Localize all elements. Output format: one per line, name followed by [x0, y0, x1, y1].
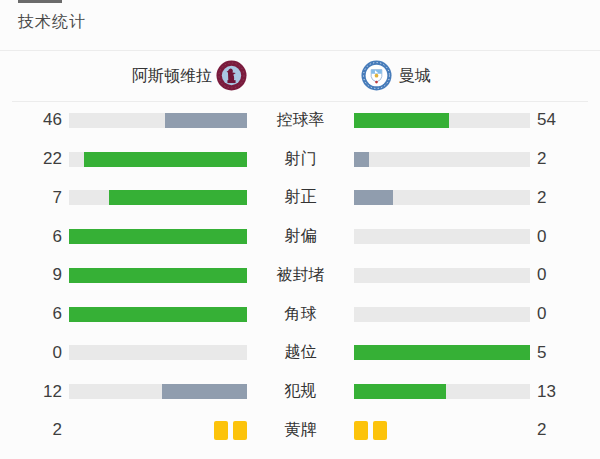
home-value: 0 [0, 343, 62, 363]
stat-label: 被封堵 [247, 265, 354, 286]
away-bar-fill [354, 345, 530, 360]
stat-row: 6 射偏 0 [0, 217, 600, 256]
stat-label: 黄牌 [247, 420, 354, 441]
home-bar-fill [84, 152, 247, 167]
home-bar-track [69, 345, 247, 360]
away-bar-track [354, 345, 530, 360]
home-cards [69, 421, 247, 440]
away-bar-track [354, 152, 530, 167]
stat-label: 射正 [247, 187, 354, 208]
away-team-name: 曼城 [399, 66, 431, 85]
away-value: 2 [537, 149, 546, 169]
stat-row: 2 黄牌 2 [0, 411, 600, 450]
away-value: 54 [537, 110, 556, 130]
home-bar-fill [109, 190, 247, 205]
yellow-card-icon [373, 421, 387, 440]
stat-label: 控球率 [247, 110, 354, 131]
home-team-name: 阿斯顿维拉 [0, 66, 212, 85]
away-bar-fill [354, 113, 449, 128]
home-value: 12 [0, 382, 62, 402]
home-value: 6 [0, 304, 62, 324]
stats-list: 46控球率5422射门27射正26射偏09被封堵06角球00越位512犯规132… [0, 101, 600, 450]
home-value: 46 [0, 110, 62, 130]
away-value: 0 [537, 304, 546, 324]
stat-label: 越位 [247, 342, 354, 363]
page-title: 技术统计 [18, 12, 86, 33]
yellow-card-icon [233, 421, 247, 440]
home-bar-fill [69, 229, 247, 244]
away-bar-track [354, 190, 530, 205]
home-bar-track [69, 113, 247, 128]
away-bar-track [354, 268, 530, 283]
home-team-logo [216, 60, 247, 91]
away-value: 5 [537, 343, 546, 363]
stat-row: 12 犯规 13 [0, 372, 600, 411]
home-value: 6 [0, 227, 62, 247]
stat-row: 6 角球 0 [0, 295, 600, 334]
away-cards [354, 421, 530, 440]
home-bar-track [69, 152, 247, 167]
away-value: 13 [537, 382, 556, 402]
stat-row: 0 越位 5 [0, 334, 600, 373]
away-value: 0 [537, 227, 546, 247]
home-value: 7 [0, 188, 62, 208]
stat-row: 7 射正 2 [0, 179, 600, 218]
home-bar-fill [165, 113, 247, 128]
title-divider [0, 50, 600, 51]
away-value: 0 [537, 265, 546, 285]
home-bar-track [69, 229, 247, 244]
home-bar-track [69, 307, 247, 322]
home-value: 9 [0, 265, 62, 285]
stat-row: 22 射门 2 [0, 140, 600, 179]
away-bar-fill [354, 152, 369, 167]
home-bar-track [69, 190, 247, 205]
away-bar-track [354, 307, 530, 322]
home-bar-fill [69, 307, 247, 322]
stat-row: 46 控球率 54 [0, 101, 600, 140]
top-accent [18, 0, 62, 3]
stat-row: 9 被封堵 0 [0, 256, 600, 295]
home-bar-fill [69, 268, 247, 283]
stat-label: 犯规 [247, 381, 354, 402]
stat-label: 射门 [247, 149, 354, 170]
away-bar-track [354, 229, 530, 244]
away-value: 2 [537, 188, 546, 208]
yellow-card-icon [354, 421, 368, 440]
home-bar-track [69, 268, 247, 283]
home-value: 22 [0, 149, 62, 169]
away-team-logo [361, 60, 392, 91]
away-bar-fill [354, 384, 446, 399]
home-value: 2 [0, 420, 62, 440]
away-bar-fill [354, 190, 393, 205]
stat-label: 角球 [247, 304, 354, 325]
home-bar-track [69, 384, 247, 399]
yellow-card-icon [214, 421, 228, 440]
away-value: 2 [537, 420, 546, 440]
away-bar-track [354, 113, 530, 128]
stat-label: 射偏 [247, 226, 354, 247]
away-bar-track [354, 384, 530, 399]
home-bar-fill [162, 384, 247, 399]
